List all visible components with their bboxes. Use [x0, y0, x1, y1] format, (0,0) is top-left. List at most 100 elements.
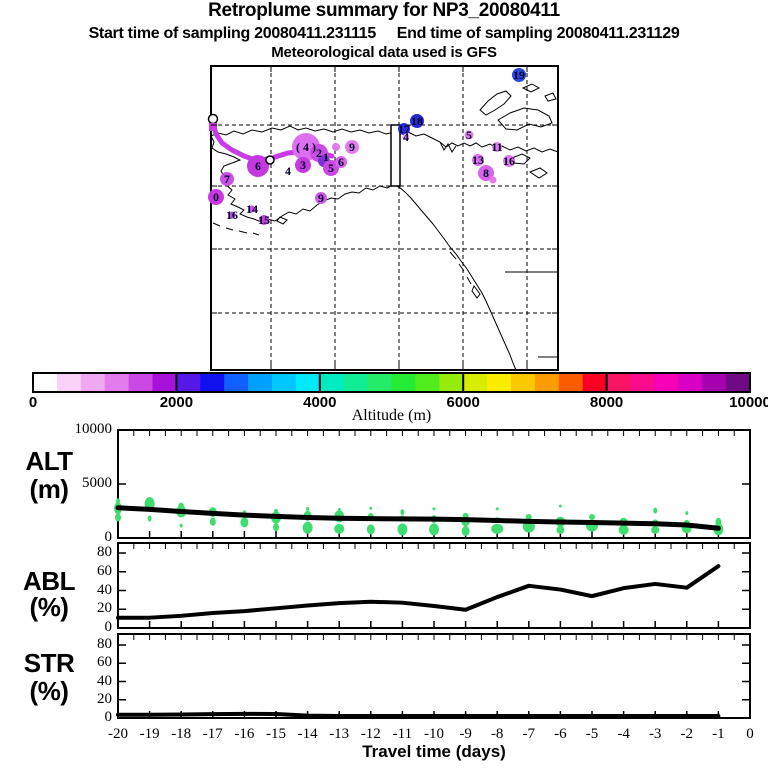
map-centroid-label: 3 — [300, 158, 306, 172]
colorbar-segment — [534, 373, 560, 392]
border-lines — [505, 271, 558, 358]
x-tick-label: -12 — [360, 726, 381, 742]
cluster-altitude-dot — [651, 525, 660, 534]
arctic-islets — [521, 83, 557, 102]
map-centroid-label: 15 — [258, 213, 270, 227]
str-axis-label: STR — [23, 648, 75, 678]
map-centroid-marker — [332, 143, 340, 151]
colorbar-segment — [224, 373, 249, 392]
cluster-altitude-dot — [209, 517, 216, 526]
cluster-altitude-dot — [495, 507, 499, 511]
map-centroid-label: 18 — [411, 114, 423, 128]
map-centroid-marker — [265, 155, 275, 165]
abl-y-tick-label: 60 — [97, 562, 112, 579]
map-centroid-label: 9 — [318, 191, 324, 205]
map-centroid-label: 11 — [491, 140, 502, 154]
colorbar-segment — [367, 373, 392, 392]
colorbar-border — [32, 372, 751, 393]
alt-axis-label: ALT — [25, 446, 73, 476]
map-centroid-marker — [464, 130, 474, 140]
map-centroid-label: 6 — [338, 155, 344, 169]
abl-y-tick-label: 20 — [97, 600, 112, 617]
map-centroid-marker — [247, 155, 269, 177]
colorbar-segment — [726, 373, 751, 392]
map-centroid-label: 4 — [285, 164, 291, 178]
map-centroid-label: 5 — [466, 128, 472, 142]
cluster-altitude-dot — [432, 507, 436, 511]
str-y-tick-label: 60 — [97, 654, 112, 671]
x-tick-label: -11 — [392, 726, 413, 742]
colorbar-segment — [487, 373, 512, 392]
colorbar-segment — [391, 373, 416, 392]
colorbar-segment — [80, 373, 106, 392]
map-centroid-label: 4 — [403, 130, 409, 144]
cluster-altitude-dot — [589, 513, 595, 520]
x-tick-label: -15 — [266, 726, 286, 742]
cluster-altitude-dot — [369, 506, 373, 510]
mackenzie-delta — [439, 141, 457, 153]
x-tick-label: -17 — [202, 726, 223, 742]
abl-data-line — [116, 564, 721, 620]
x-tick-label: -1 — [712, 726, 725, 742]
colorbar-segment — [272, 373, 297, 392]
map-centroid-label: ( 4 ) — [296, 140, 316, 154]
arctic-coast — [210, 125, 559, 153]
colorbar-segment — [630, 373, 655, 392]
colorbar-segment — [439, 373, 464, 392]
map-centroid-marker — [489, 176, 497, 184]
cluster-altitude-dot — [240, 517, 249, 528]
map-centroid-label: 17 — [398, 122, 410, 136]
cluster-altitude-dot — [115, 513, 121, 522]
x-tick-label: -6 — [554, 726, 567, 742]
colorbar-segment — [56, 373, 82, 392]
cluster-altitude-dot — [397, 523, 408, 536]
colorbar-tick-label: 6000 — [446, 394, 480, 411]
x-tick-label: -20 — [108, 726, 128, 742]
colorbar-segment — [582, 373, 608, 392]
colorbar-segment — [200, 373, 225, 392]
cluster-altitude-dot — [306, 506, 310, 511]
map-centroid-label: 1 — [323, 150, 329, 164]
map-centroid-marker — [402, 133, 410, 141]
colorbar-segment — [678, 373, 703, 392]
abl-y-tick-label: 40 — [97, 581, 112, 598]
map-centroid-marker — [228, 211, 236, 219]
map-centroid-label: 0 — [213, 190, 219, 204]
se-islands — [449, 251, 481, 299]
sampling-region-box — [390, 124, 401, 187]
map-centroid-label: 5 — [328, 161, 334, 175]
map-centroid-label: 16 — [226, 208, 238, 222]
cluster-altitude-dot — [618, 524, 629, 535]
str-data-line — [116, 711, 721, 718]
map-centroid-label: 16 — [503, 154, 515, 168]
coastline-paths — [210, 83, 559, 371]
colorbar-segment — [248, 373, 273, 392]
victoria-island — [497, 107, 553, 131]
map-centroid-marker — [398, 123, 410, 135]
colorbar-segment — [152, 373, 177, 392]
x-tick-label: -18 — [171, 726, 192, 742]
x-tick-label: -7 — [522, 726, 536, 742]
map-centroid-marker — [207, 113, 219, 125]
cluster-altitude-dot — [273, 523, 279, 532]
map-centroid-marker — [503, 155, 515, 167]
cluster-altitude-dot — [685, 511, 689, 516]
map-centroid-marker — [472, 154, 484, 166]
alt-y-tick-label: 5000 — [82, 475, 112, 491]
abl-y-tick-label: 0 — [104, 619, 113, 635]
str-y-tick-label: 40 — [97, 672, 112, 689]
cluster-altitude-dot — [653, 507, 658, 514]
colorbar-tick-label: 2000 — [159, 394, 194, 411]
colorbar-segment — [702, 373, 727, 392]
alt-data-line — [115, 505, 721, 531]
map-centroid-marker — [410, 114, 424, 128]
colorbar — [32, 372, 751, 393]
abl-y-tick-label: 80 — [97, 544, 112, 560]
cluster-altitude-dot — [525, 513, 532, 520]
x-tick-label: -4 — [617, 726, 630, 742]
map-centroid-label: 14 — [246, 202, 258, 216]
colorbar-tick-label: 10000 — [729, 394, 768, 411]
str-y-tick-label: 20 — [97, 690, 112, 707]
